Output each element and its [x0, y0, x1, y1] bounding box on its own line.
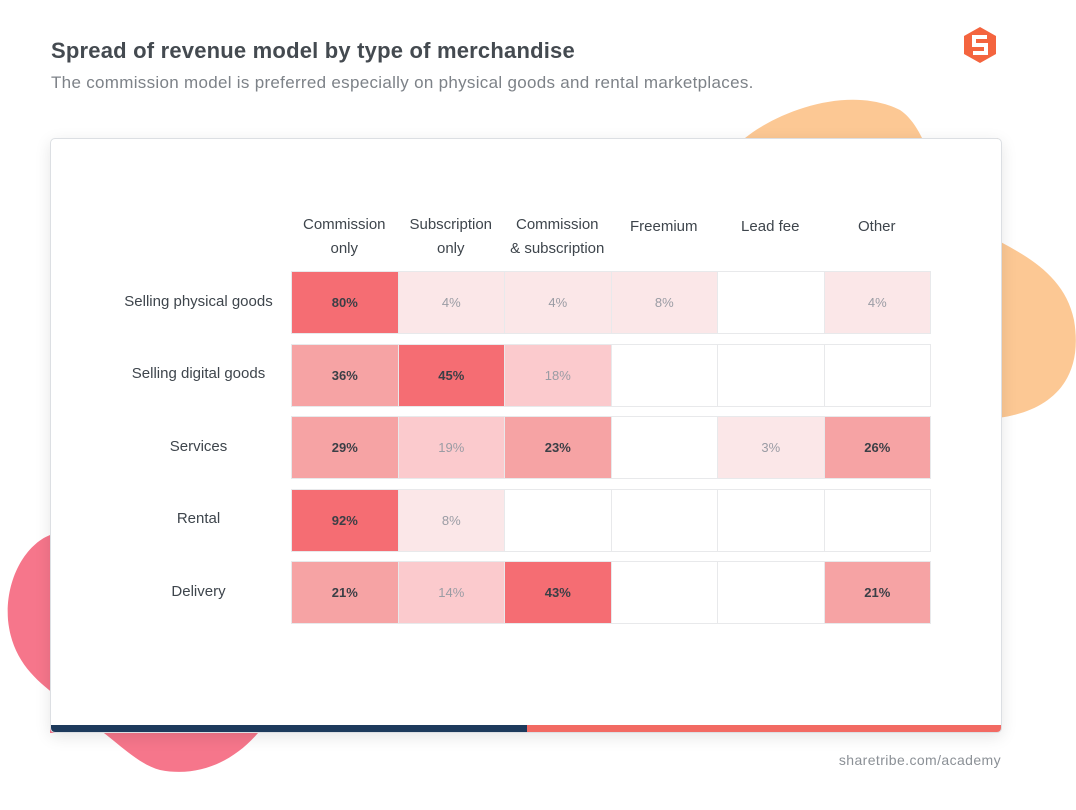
- heatmap-cell: 4%: [823, 271, 931, 334]
- heatmap-cell: 29%: [291, 416, 399, 479]
- heatmap-cell: [717, 271, 825, 334]
- column-header-1: Subscription only: [396, 213, 506, 261]
- sharetribe-logo-icon: [964, 27, 996, 63]
- heatmap-cell: 23%: [504, 416, 612, 479]
- row-label: Delivery: [171, 582, 226, 600]
- column-header-3: Freemium: [609, 215, 719, 239]
- column-header-2: Commission & subscription: [502, 213, 612, 261]
- row-label: Selling digital goods: [131, 365, 266, 382]
- column-header-line: Other: [857, 218, 896, 235]
- heatmap-cell: 92%: [291, 488, 399, 552]
- heatmap-cell: 18%: [504, 343, 612, 407]
- heatmap-cell: [610, 343, 718, 407]
- column-header-line: Subscription: [409, 216, 493, 233]
- heatmap-cell: 36%: [291, 343, 399, 407]
- heatmap-cell: 45%: [397, 343, 505, 407]
- heatmap-cell: 3%: [717, 416, 825, 479]
- heatmap-cell: 4%: [504, 271, 612, 334]
- heatmap-cell: [717, 488, 825, 552]
- column-header-line: only: [436, 240, 465, 257]
- row-label: Selling physical goods: [124, 292, 273, 310]
- chart-title: Spread of revenue model by type of merch…: [51, 38, 575, 63]
- column-header-line: Commission: [302, 216, 386, 233]
- heatmap-cell: 43%: [504, 561, 612, 624]
- column-header-line: Commission: [515, 216, 599, 233]
- heatmap-cell: 21%: [291, 561, 399, 624]
- heatmap-cell: [610, 416, 718, 479]
- heatmap-cell: 8%: [397, 488, 505, 552]
- row-label: Services: [169, 437, 228, 455]
- column-header-line: Lead fee: [741, 218, 800, 235]
- heatmap-cell: 80%: [291, 271, 399, 334]
- heatmap-cell: [610, 561, 718, 624]
- column-header-5: Other: [822, 215, 932, 239]
- heatmap-cell: [717, 561, 825, 624]
- heatmap-cell: 4%: [397, 271, 505, 334]
- source-credit: sharetribe.com/academy: [838, 752, 1001, 768]
- column-header-line: & subscription: [510, 240, 605, 257]
- heatmap-cell: 21%: [823, 561, 931, 624]
- row-label: Rental: [176, 510, 221, 527]
- column-header-0: Commission only: [289, 213, 399, 261]
- heatmap-cell: [823, 343, 931, 407]
- column-header-4: Lead fee: [715, 215, 825, 239]
- heatmap-cell: 19%: [397, 416, 505, 479]
- heatmap-cell: 26%: [823, 416, 931, 479]
- column-header-line: Freemium: [629, 218, 698, 235]
- footer-bar-coral: [527, 725, 1001, 732]
- heatmap-cell: [610, 488, 718, 552]
- chart-card: Commission only Subscription only Commission…: [50, 138, 1002, 733]
- chart-subtitle: The commission model is preferred especi…: [51, 73, 754, 92]
- heatmap-cell: [504, 488, 612, 552]
- footer-bar-navy: [51, 725, 527, 732]
- column-header-line: only: [330, 240, 359, 257]
- heatmap-cell: 14%: [397, 561, 505, 624]
- heatmap-cell: [717, 343, 825, 407]
- heatmap-cell: [823, 488, 931, 552]
- heatmap-cell: 8%: [610, 271, 718, 334]
